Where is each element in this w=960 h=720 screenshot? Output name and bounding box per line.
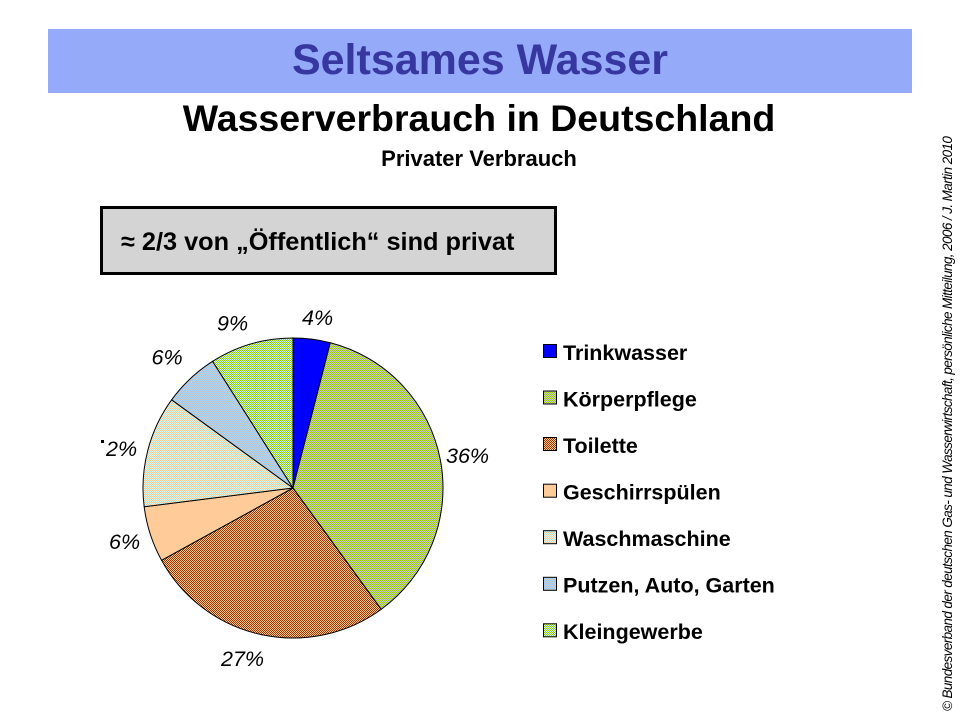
- svg-text:Waschmaschine: Waschmaschine: [563, 527, 731, 551]
- svg-text:36%: 36%: [446, 444, 489, 468]
- svg-text:4%: 4%: [302, 306, 333, 330]
- svg-text:6%: 6%: [109, 530, 140, 554]
- svg-text:Geschirrspülen: Geschirrspülen: [563, 480, 721, 504]
- svg-text:Trinkwasser: Trinkwasser: [563, 341, 688, 365]
- svg-text:27%: 27%: [220, 647, 264, 671]
- svg-text:6%: 6%: [152, 346, 183, 370]
- svg-text:Toilette: Toilette: [563, 434, 638, 458]
- svg-text:Kleingewerbe: Kleingewerbe: [563, 620, 703, 644]
- svg-text:Putzen, Auto, Garten: Putzen, Auto, Garten: [563, 574, 775, 598]
- svg-text:9%: 9%: [217, 312, 248, 336]
- svg-text:Körperpflege: Körperpflege: [563, 387, 697, 411]
- svg-text:2%: 2%: [105, 437, 137, 461]
